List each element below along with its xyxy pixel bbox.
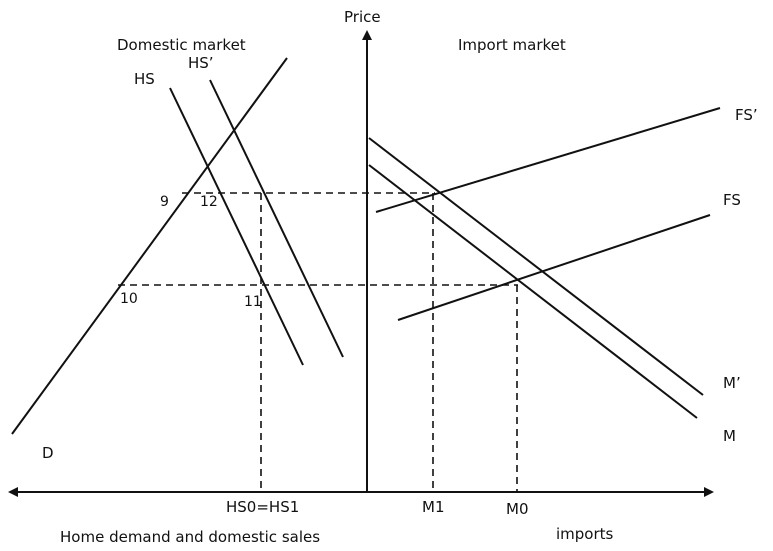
hs-prime-curve-label: HS’ [188, 54, 214, 72]
import-demand-curve-m [368, 164, 698, 419]
point-11-label: 11 [244, 294, 262, 310]
domestic-market-title: Domestic market [117, 36, 246, 54]
fs-curve-label: FS [723, 191, 741, 209]
point-9-label: 9 [160, 194, 169, 210]
hs-curve-label: HS [134, 70, 155, 88]
price-axis-label: Price [344, 8, 381, 26]
point-12-label: 12 [200, 194, 218, 210]
x-axis-right-label: imports [556, 525, 614, 543]
m-prime-curve-label: M’ [723, 374, 741, 392]
point-10-label: 10 [120, 291, 138, 307]
home-supply-curve-hs-prime [209, 79, 344, 358]
hs0-hs1-label: HS0=HS1 [226, 498, 300, 516]
m0-label: M0 [506, 500, 529, 518]
import-demand-curve-m-prime [368, 137, 704, 396]
d-curve-label: D [42, 444, 54, 462]
x-axis-left-label: Home demand and domestic sales [60, 528, 321, 546]
fs-prime-curve-label: FS’ [735, 106, 758, 124]
demand-curve-d [11, 57, 288, 435]
import-market-title: Import market [458, 36, 566, 54]
foreign-supply-curve-fs [397, 214, 711, 321]
m-curve-label: M [723, 427, 736, 445]
m1-label: M1 [422, 498, 445, 516]
foreign-supply-curve-fs-prime [375, 107, 721, 213]
home-supply-curve-hs [169, 87, 304, 366]
